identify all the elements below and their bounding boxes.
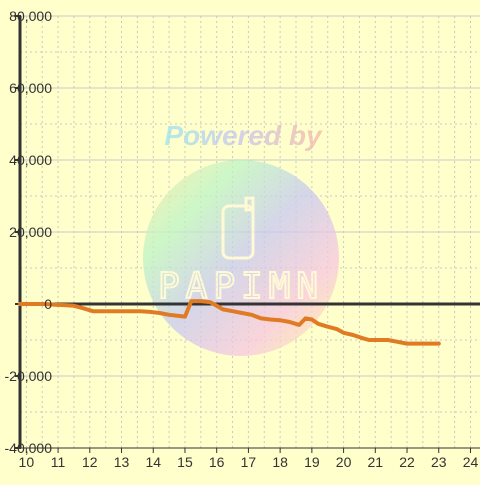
- x-tick-label: 15: [177, 454, 193, 470]
- x-tick-label: 20: [336, 454, 352, 470]
- x-tick-label: 23: [431, 454, 447, 470]
- x-tick-label: 19: [304, 454, 320, 470]
- y-tick-label: 60,000: [9, 80, 52, 96]
- y-tick-label: 0: [44, 296, 52, 312]
- y-tick-label: 80,000: [9, 8, 52, 24]
- x-tick-label: 13: [114, 454, 130, 470]
- axes: [15, 15, 480, 453]
- tick-labels: -40,000 -20,000 0 20,000 40,000 60,000 80,000 1…: [5, 8, 479, 470]
- y-tick-label: 20,000: [9, 224, 52, 240]
- watermark-powered-by-text: Powered by: [164, 120, 323, 151]
- series: [18, 299, 441, 346]
- x-tick-label: 11: [51, 454, 66, 470]
- watermark: Powered by PAPIMN: [143, 120, 339, 356]
- y-tick-label: 40,000: [9, 152, 52, 168]
- x-tick-label: 14: [145, 454, 161, 470]
- x-tick-label: 21: [368, 454, 384, 470]
- x-tick-label: 22: [399, 454, 415, 470]
- x-tick-label: 24: [463, 454, 479, 470]
- watermark-logo-text: PAPIMN: [158, 266, 324, 307]
- x-tick-label: 12: [82, 454, 98, 470]
- y-tick-label: -40,000: [5, 440, 53, 456]
- series-line: [18, 299, 441, 346]
- x-tick-label: 17: [241, 454, 257, 470]
- y-tick-label: -20,000: [5, 368, 53, 384]
- x-tick-label: 10: [19, 454, 35, 470]
- x-tick-label: 18: [272, 454, 288, 470]
- phone-logo-icon: [221, 196, 255, 260]
- x-tick-label: 16: [209, 454, 225, 470]
